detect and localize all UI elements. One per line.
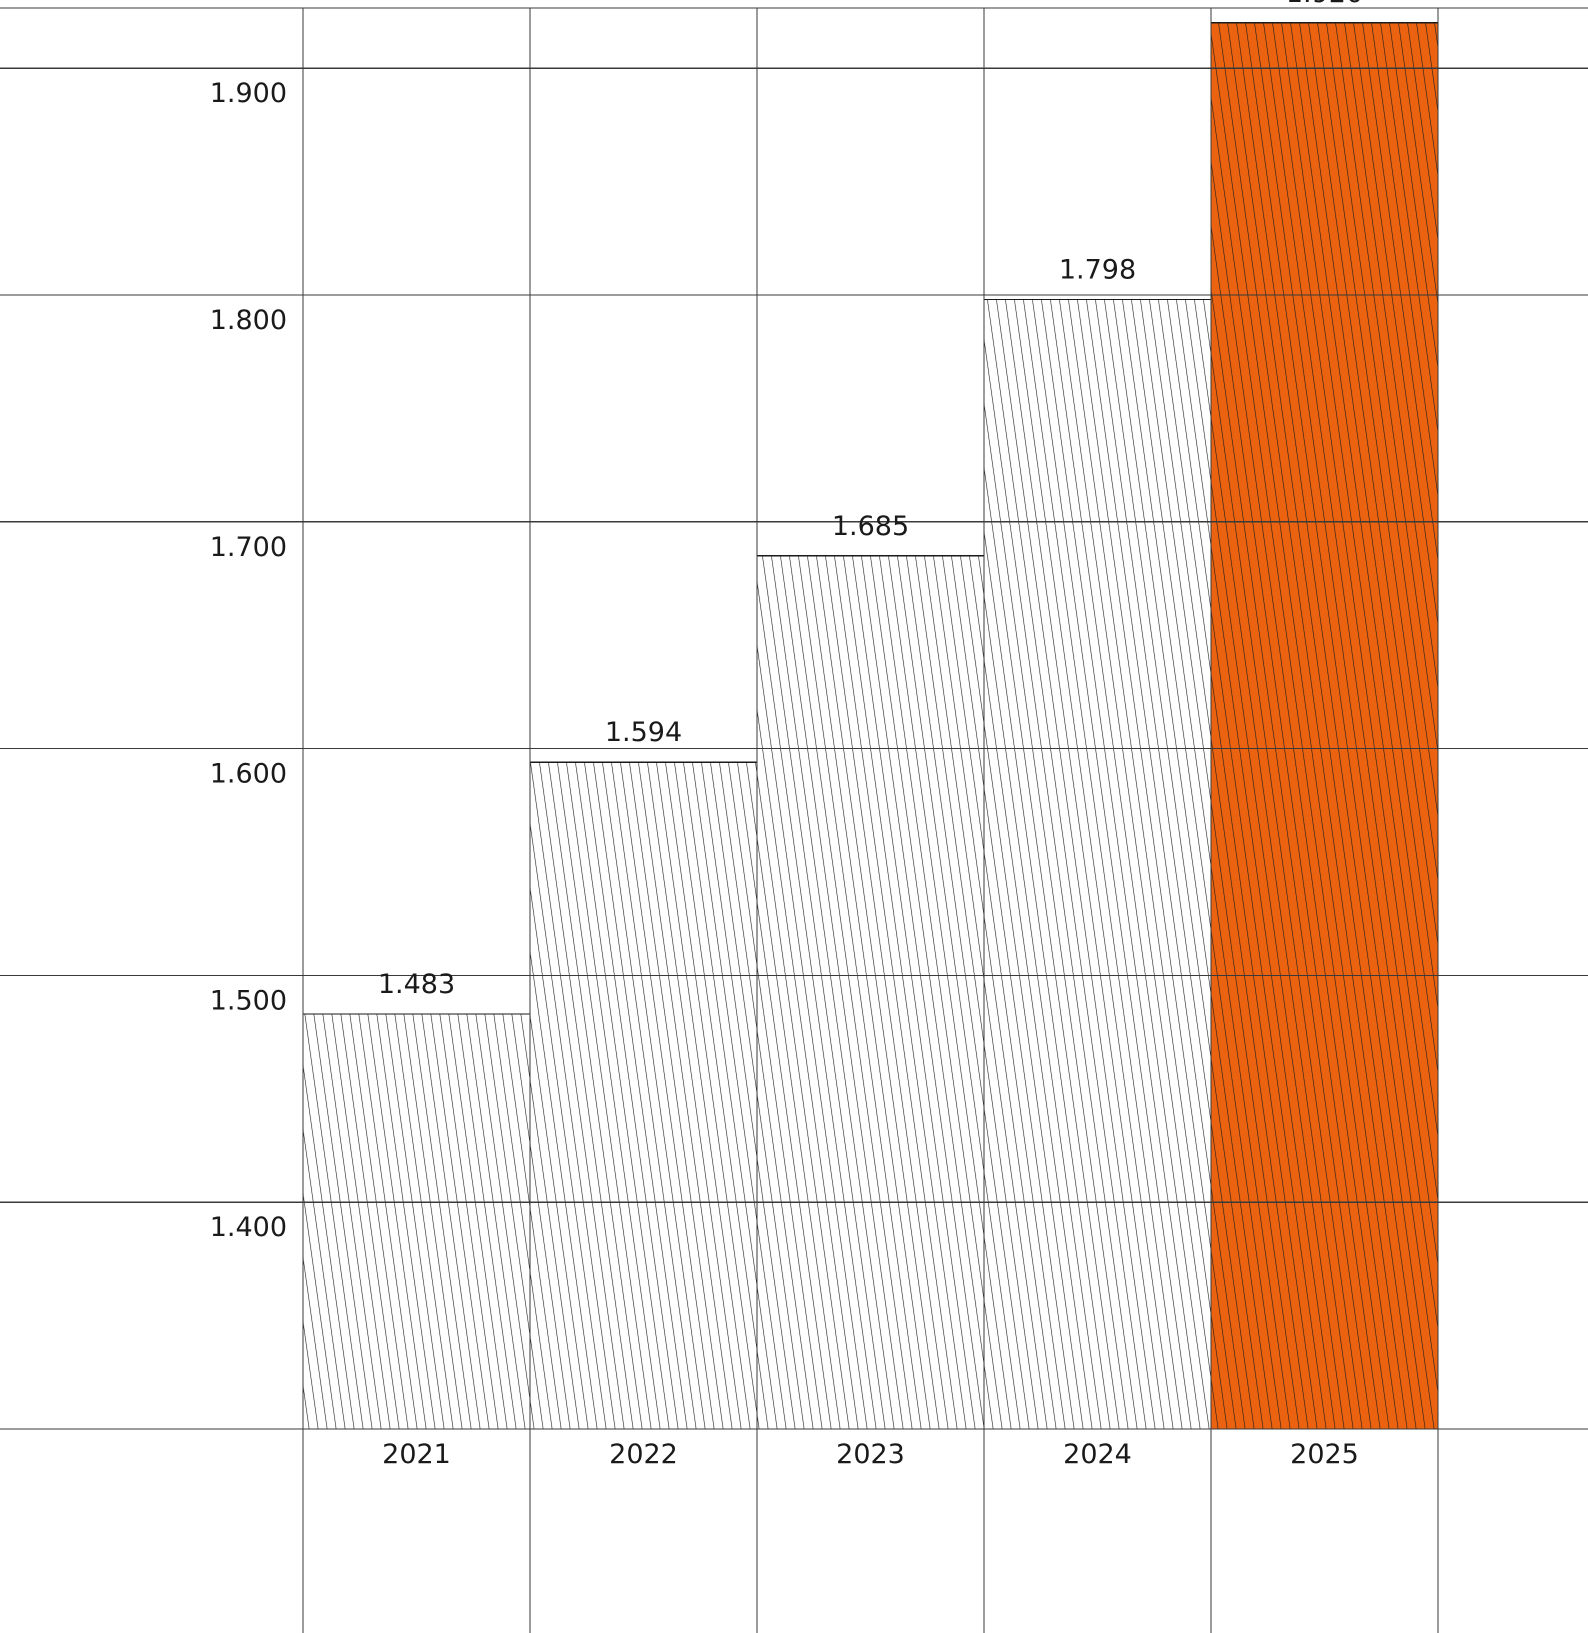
x-tick-label: 2023 [836,1439,905,1470]
data-label: 1.685 [832,511,909,542]
bars-layer [302,22,1439,1430]
y-tick-label: 1.700 [210,532,287,563]
data-label: 1.594 [605,717,682,748]
x-tick-label: 2021 [382,1439,451,1470]
bar-2023 [757,555,984,1429]
bar-2021 [303,1013,530,1429]
grid-layer [0,7,1588,1633]
labels-layer: 1.400 1.500 1.600 1.700 1.800 1.900 1.483 1.594… [210,0,1363,1470]
x-tick-label: 2024 [1063,1439,1132,1470]
bar-2025 [1211,22,1438,1430]
bar-2022 [530,762,757,1429]
data-label: 1.920 [1286,0,1363,9]
y-tick-label: 1.800 [210,305,287,336]
y-tick-label: 1.500 [210,985,287,1016]
y-tick-label: 1.900 [210,78,287,109]
y-tick-label: 1.400 [210,1212,287,1243]
bar-2024 [984,299,1211,1429]
x-tick-label: 2025 [1290,1439,1359,1470]
y-tick-label: 1.600 [210,759,287,790]
data-label: 1.483 [378,969,455,1000]
x-tick-label: 2022 [609,1439,678,1470]
data-label: 1.798 [1059,255,1136,286]
